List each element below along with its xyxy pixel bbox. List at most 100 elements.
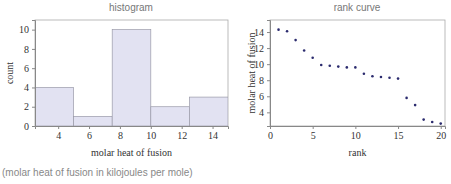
axis: 0 5 10 15 20 xyxy=(268,126,446,141)
tick-mark xyxy=(267,64,270,65)
tick-label: 2 xyxy=(24,101,29,112)
axis-line xyxy=(36,127,229,130)
tick-mark xyxy=(182,126,183,129)
y-axis-title: count xyxy=(4,62,15,84)
tick: 0 xyxy=(24,121,35,132)
tick-mark xyxy=(32,87,35,88)
tick: 6 xyxy=(259,91,270,102)
point xyxy=(431,121,434,124)
tick-label: 4 xyxy=(259,107,264,118)
bar xyxy=(74,116,113,126)
tick-mark xyxy=(32,49,35,50)
bar xyxy=(35,87,74,126)
tick: 10 xyxy=(19,24,35,35)
tick-mark xyxy=(267,80,270,81)
tick: 20 xyxy=(436,126,446,141)
tick-label: 8 xyxy=(118,130,123,141)
tick-label: 10 xyxy=(351,130,361,141)
point xyxy=(346,66,349,69)
tick-label: 6 xyxy=(87,130,92,141)
axis-line xyxy=(32,21,36,127)
point xyxy=(277,28,280,31)
tick: 6 xyxy=(24,63,35,74)
bar xyxy=(189,97,228,126)
tick: 12 xyxy=(177,126,187,141)
marks xyxy=(277,28,442,125)
plot-frame xyxy=(35,20,228,126)
caption: (molar heat of fusion in kilojoules per … xyxy=(2,167,193,178)
tick-mark xyxy=(58,126,59,129)
point xyxy=(320,64,323,67)
tick-mark xyxy=(32,68,35,69)
point xyxy=(363,73,366,76)
x-axis-title: rank xyxy=(349,147,367,158)
tick-mark xyxy=(120,126,121,129)
tick: 2 xyxy=(24,101,35,112)
tick: 14 xyxy=(208,126,218,141)
point xyxy=(286,30,289,33)
tick-label: 4 xyxy=(24,82,29,93)
tick-label: 12 xyxy=(177,130,187,141)
point xyxy=(380,76,383,79)
tick-mark xyxy=(151,126,152,129)
tick: 10 xyxy=(146,126,156,141)
chart-root: 4 6 8 10 12 14 0 2 4 6 8 10 histogram molar heat of f… xyxy=(0,0,451,184)
tick: 8 xyxy=(24,44,35,55)
tick-label: 15 xyxy=(394,130,404,141)
tick: 5 xyxy=(311,126,316,141)
tick-mark xyxy=(32,107,35,108)
tick-mark xyxy=(32,126,35,127)
point xyxy=(388,77,391,80)
tick-label: 20 xyxy=(436,130,446,141)
point xyxy=(328,64,331,67)
tick: 6 xyxy=(87,126,92,141)
tick: 8 xyxy=(259,75,270,86)
point xyxy=(303,49,306,52)
point xyxy=(439,122,442,125)
tick-mark xyxy=(267,112,270,113)
tick: 0 xyxy=(268,126,273,141)
tick-mark xyxy=(32,30,35,31)
bar xyxy=(112,30,151,126)
point xyxy=(337,65,340,68)
tick-label: 10 xyxy=(146,130,156,141)
tick: 4 xyxy=(259,107,270,118)
axis: 0 2 4 6 8 10 xyxy=(19,21,36,132)
axis-line xyxy=(267,21,271,127)
title: histogram xyxy=(109,2,153,13)
point xyxy=(354,66,357,69)
point xyxy=(397,77,400,80)
tick-label: 14 xyxy=(208,130,218,141)
tick: 15 xyxy=(394,126,404,141)
tick: 10 xyxy=(351,126,361,141)
point xyxy=(414,104,417,107)
point xyxy=(294,39,297,42)
tick-label: 0 xyxy=(268,130,273,141)
tick-label: 4 xyxy=(56,130,61,141)
axis: 4 6 8 10 12 14 xyxy=(36,126,229,141)
point xyxy=(311,56,314,59)
y-axis-title: molar heat of fusion xyxy=(246,33,257,114)
tick-label: 8 xyxy=(24,44,29,55)
point xyxy=(422,118,425,121)
bar xyxy=(151,107,190,126)
point xyxy=(405,97,408,100)
tick-mark xyxy=(398,126,399,129)
tick-mark xyxy=(89,126,90,129)
marks xyxy=(35,30,228,126)
tick: 4 xyxy=(56,126,61,141)
tick-mark xyxy=(267,32,270,33)
plot-frame xyxy=(270,20,445,126)
tick-label: 0 xyxy=(24,121,29,132)
tick-label: 8 xyxy=(259,75,264,86)
tick-mark xyxy=(441,126,442,129)
tick-mark xyxy=(355,126,356,129)
tick-label: 6 xyxy=(259,91,264,102)
axis-line xyxy=(271,127,446,130)
x-axis-title: molar heat of fusion xyxy=(91,147,172,158)
tick-mark xyxy=(313,126,314,129)
tick-mark xyxy=(213,126,214,129)
point xyxy=(371,75,374,78)
tick-mark xyxy=(267,48,270,49)
tick: 4 xyxy=(24,82,35,93)
